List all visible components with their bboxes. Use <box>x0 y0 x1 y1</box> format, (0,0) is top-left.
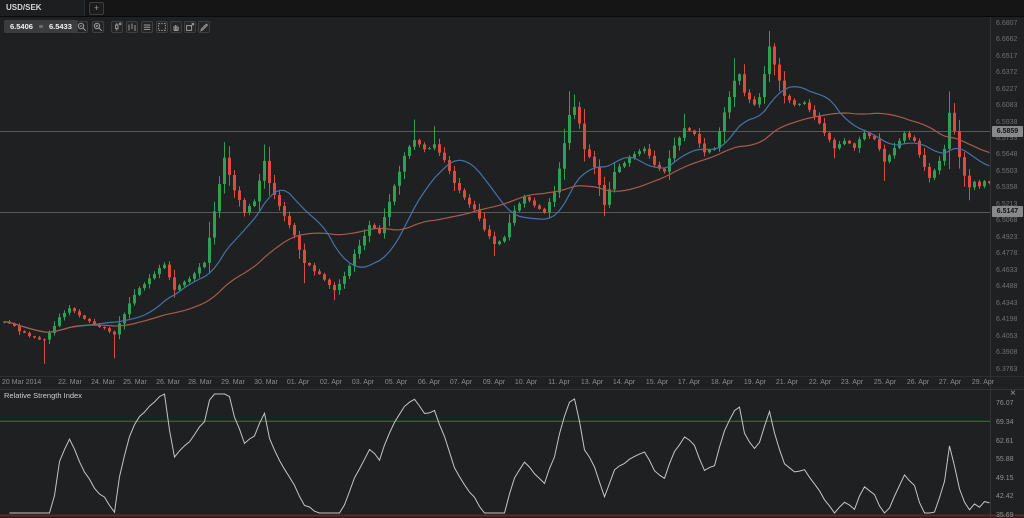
price-axis-label: 6.6662 <box>996 36 1018 43</box>
time-axis-label: 13. Apr <box>580 379 604 386</box>
price-axis-label: 6.4343 <box>996 300 1018 307</box>
time-axis-label: 26. Apr <box>906 379 930 386</box>
price-axis-label: 6.6372 <box>996 69 1018 76</box>
time-axis-label: 07. Apr <box>449 379 473 386</box>
ma-slow-line <box>4 112 990 333</box>
time-axis-label: 28. Mar <box>188 379 212 386</box>
price-axis-label: 6.4633 <box>996 267 1018 274</box>
candlestick-series <box>3 30 990 364</box>
rsi-axis-label: 55.88 <box>996 456 1014 463</box>
pan-icon <box>173 25 179 31</box>
price-axis-label: 6.4053 <box>996 333 1018 340</box>
time-axis-label: 02. Apr <box>319 379 343 386</box>
spread-divider-icon <box>38 25 43 28</box>
time-axis-label: 19. Apr <box>743 379 767 386</box>
price-axis-label: 6.6083 <box>996 102 1018 109</box>
zoom-in-icon <box>93 22 103 32</box>
zoom-in-button[interactable] <box>92 21 104 33</box>
plus-icon: + <box>93 3 100 13</box>
time-axis-label: 24. Mar <box>91 379 115 386</box>
rsi-axis-label: 76.07 <box>996 400 1014 407</box>
time-axis-label: 25. Apr <box>873 379 897 386</box>
price-axis-label: 6.5213 <box>996 201 1018 208</box>
price-axis-label: 6.5068 <box>996 217 1018 224</box>
time-axis-label: 20 Mar 2014 <box>2 379 42 386</box>
rsi-axis-label: 35.69 <box>996 512 1014 518</box>
price-axis-label: 6.4778 <box>996 250 1018 257</box>
time-axis-label: 26. Mar <box>156 379 180 386</box>
rsi-axis-label: 49.15 <box>996 475 1014 482</box>
ask-price[interactable]: 6.5433 <box>48 22 72 31</box>
time-axis-label: 22. Apr <box>808 379 832 386</box>
price-level-badge: 6.5859 <box>992 126 1023 137</box>
bar-chart-button[interactable] <box>126 21 138 33</box>
grid-icon <box>158 23 166 31</box>
price-axis-label: 6.3763 <box>996 366 1018 373</box>
time-axis-label: 03. Apr <box>351 379 375 386</box>
rsi-panel-title: Relative Strength Index <box>4 391 82 400</box>
time-axis-label: 11. Apr <box>548 379 570 386</box>
price-level-badge: 6.5147 <box>992 206 1023 217</box>
rsi-axis-label: 42.42 <box>996 493 1014 500</box>
price-axis-label: 6.4923 <box>996 234 1018 241</box>
time-axis-label: 18. Apr <box>710 379 734 386</box>
ma-fast-line <box>4 85 990 333</box>
expand-button[interactable] <box>184 21 196 33</box>
time-axis-label: 21. Apr <box>775 379 799 386</box>
indicators-button[interactable] <box>141 21 153 33</box>
time-axis-label: 05. Apr <box>384 379 408 386</box>
tab-bar: USD/SEK + <box>0 0 1024 17</box>
time-axis-label: 23. Apr <box>840 379 864 386</box>
price-axis-label: 6.5938 <box>996 119 1018 126</box>
time-axis-label: 22. Mar <box>58 379 82 386</box>
zoom-out-button[interactable] <box>76 21 88 33</box>
time-axis-label: 01. Apr <box>286 379 310 386</box>
draw-button[interactable] <box>198 21 210 33</box>
price-axis-label: 6.5503 <box>996 168 1018 175</box>
bid-price[interactable]: 6.5406 <box>10 22 33 31</box>
price-axis-label: 6.5648 <box>996 151 1018 158</box>
tab-label: USD/SEK <box>6 3 42 12</box>
rsi-line <box>9 393 990 514</box>
indicators-icon <box>143 24 151 30</box>
pan-button[interactable] <box>170 21 182 33</box>
draw-icon <box>200 23 209 32</box>
grid-button[interactable] <box>156 21 168 33</box>
time-axis-label: 10. Apr <box>514 379 538 386</box>
time-axis-label: 29. Mar <box>221 379 245 386</box>
chart-type-button[interactable] <box>111 21 123 33</box>
time-axis-label: 30. Mar <box>254 379 278 386</box>
rsi-axis-label: 62.61 <box>996 438 1014 445</box>
time-axis-label: 15. Apr <box>645 379 669 386</box>
price-axis-label: 6.6517 <box>996 53 1018 60</box>
chart-type-icon <box>115 22 122 31</box>
time-axis-label: 09. Apr <box>482 379 506 386</box>
time-axis-label: 14. Apr <box>612 379 636 386</box>
price-axis-label: 6.5358 <box>996 184 1018 191</box>
time-axis-label: 27. Apr <box>938 379 962 386</box>
zoom-out-icon <box>77 22 87 32</box>
price-axis-label: 6.4198 <box>996 316 1018 323</box>
time-axis-label: 29. Apr <box>971 379 995 386</box>
tab-usdsek[interactable]: USD/SEK <box>0 0 85 16</box>
expand-icon <box>186 22 195 31</box>
price-axis-label: 6.5793 <box>996 135 1018 142</box>
rsi-close-icon[interactable]: × <box>1010 388 1016 399</box>
new-tab-button[interactable]: + <box>89 2 104 15</box>
price-axis-label: 6.4488 <box>996 283 1018 290</box>
price-axis-label: 6.3908 <box>996 349 1018 356</box>
quote-panel: 6.5406 6.5433 <box>4 20 78 33</box>
time-axis-label: 06. Apr <box>417 379 441 386</box>
price-axis-label: 6.6807 <box>996 20 1018 27</box>
time-axis-label: 25. Mar <box>123 379 147 386</box>
time-axis-label: 17. Apr <box>677 379 701 386</box>
price-axis-label: 6.6227 <box>996 86 1018 93</box>
bar-chart-icon <box>128 23 136 31</box>
rsi-axis-label: 69.34 <box>996 419 1014 426</box>
